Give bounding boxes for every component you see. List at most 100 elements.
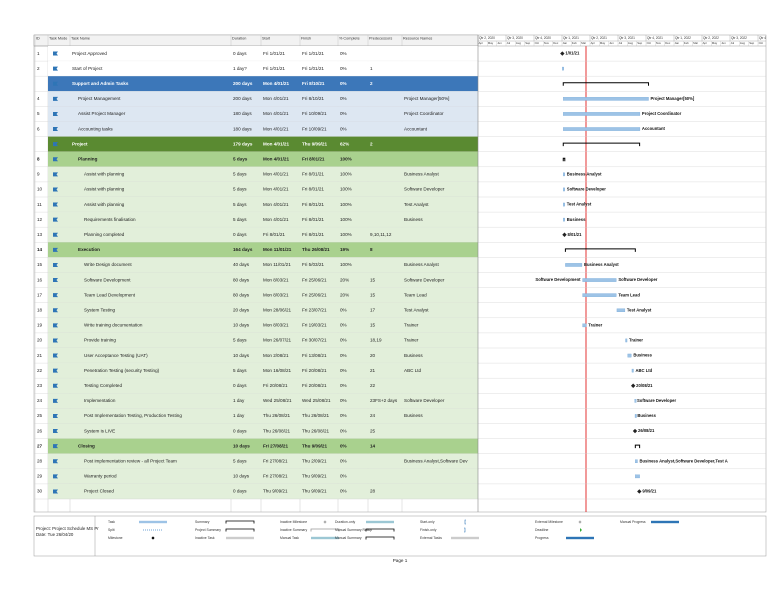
- cell-finish: Fri 23/07/21: [302, 307, 327, 312]
- cell-complete: 0%: [340, 489, 347, 494]
- cell-finish: Thu 2/09/21: [302, 458, 327, 463]
- cell-name: Team Lead Development: [84, 292, 136, 297]
- legend-label: Inactive Milestone: [280, 520, 307, 524]
- bar-label: 1/01/21: [565, 51, 580, 56]
- task-row: [48, 317, 478, 333]
- cell-predecessors: 17: [370, 307, 376, 312]
- cell-name: Assist Project Manager: [78, 111, 126, 116]
- bar-left-label: Software Development: [535, 277, 581, 282]
- cell-name: Project Closed: [84, 489, 114, 494]
- cell-id: 12: [37, 217, 43, 222]
- task-mode-icon: [53, 489, 58, 494]
- task-row: [48, 166, 478, 182]
- cell-duration: 5 days: [233, 187, 247, 192]
- cell-finish: Fri 19/03/21: [302, 323, 327, 328]
- legend-label: Inactive Summary: [280, 528, 307, 532]
- cell-id: 26: [37, 428, 43, 433]
- month-label: Jan: [675, 41, 680, 45]
- cell-complete: 0%: [340, 307, 347, 312]
- task-mode-icon: [53, 247, 58, 252]
- task-row: [48, 287, 478, 303]
- cell-name: Support and Admin Tasks: [72, 81, 129, 86]
- legend-label: Milestone: [108, 536, 123, 540]
- cell-id: 1: [37, 51, 40, 56]
- cell-duration: 0 days: [233, 489, 247, 494]
- cell-resources: Software Developer: [404, 277, 445, 282]
- cell-complete: 0%: [340, 81, 347, 86]
- cell-complete: 62%: [340, 141, 349, 146]
- month-label: Nov: [544, 41, 550, 45]
- column-header: Task Name: [71, 37, 90, 41]
- task-mode-icon: [53, 111, 58, 116]
- summary-bar: [564, 248, 636, 252]
- task-bar: [563, 97, 649, 101]
- cell-duration: 40 days: [233, 262, 250, 267]
- legend-symbol: [139, 520, 167, 524]
- task-row: [48, 423, 478, 439]
- cell-duration: 10 days: [233, 443, 250, 448]
- task-row: [48, 453, 478, 469]
- quarter-label: Qtr 2, 2021: [591, 36, 607, 40]
- cell-complete: 20%: [340, 292, 349, 297]
- cell-duration: 5 days: [233, 458, 247, 463]
- cell-resources: Business: [404, 413, 423, 418]
- task-mode-icon: [53, 157, 58, 162]
- task-row: [48, 181, 478, 197]
- cell-resources: Trainer: [404, 338, 419, 343]
- cell-predecessors: 15: [370, 277, 376, 282]
- task-row: [48, 468, 478, 484]
- cell-duration: 1 day?: [233, 66, 247, 71]
- task-mode-icon: [53, 96, 58, 101]
- task-bar: [562, 66, 564, 71]
- task-mode-icon: [53, 293, 58, 298]
- cell-duration: 5 days: [233, 172, 247, 177]
- task-row: [48, 61, 478, 77]
- legend-label: External Tasks: [420, 536, 442, 540]
- cell-finish: Fri 13/08/21: [302, 353, 327, 358]
- cell-start: Fri 8/01/21: [263, 232, 285, 237]
- cell-name: Execution: [78, 247, 100, 252]
- task-mode-icon: [53, 398, 58, 403]
- cell-start: Mon 11/01/21: [263, 247, 292, 252]
- cell-duration: 10 days: [233, 474, 250, 479]
- cell-start: Wed 25/08/21: [263, 398, 292, 403]
- cell-complete: 0%: [340, 398, 347, 403]
- quarter-label: Qtr 3, 2022: [731, 36, 747, 40]
- cell-resources: Team Lead: [404, 292, 427, 297]
- task-row: [48, 302, 478, 318]
- legend-label: Split: [108, 528, 115, 532]
- month-label: Oct: [535, 41, 540, 45]
- bar-label: Business Analyst: [584, 262, 619, 267]
- cell-name: Planning: [78, 156, 98, 161]
- legend-label: Start-only: [420, 520, 435, 524]
- column-header: Finish: [301, 37, 311, 41]
- task-row: [48, 272, 478, 288]
- month-label: Apr: [703, 41, 707, 45]
- cell-start: Mon 4/01/21: [263, 96, 289, 101]
- month-label: May: [600, 41, 606, 45]
- task-mode-icon: [53, 368, 58, 373]
- task-row: [48, 438, 478, 454]
- cell-name: Warranty period: [84, 474, 117, 479]
- month-label: Aug: [516, 41, 521, 45]
- cell-id: 29: [37, 474, 43, 479]
- task-row: [48, 483, 478, 499]
- footer-date: Date: Tue 26/04/20: [36, 532, 74, 537]
- cell-start: Mon 4/01/21: [263, 156, 289, 161]
- month-label: Dec: [553, 41, 559, 45]
- cell-finish: Fri 1/01/21: [302, 66, 324, 71]
- task-mode-icon: [53, 353, 58, 358]
- task-mode-icon: [53, 187, 58, 192]
- column-header: Resource Names: [403, 37, 432, 41]
- quarter-label: Qtr 3, 2020: [507, 36, 523, 40]
- cell-predecessors: 28: [370, 489, 376, 494]
- cell-id: 9: [37, 172, 40, 177]
- bar-label: Accountant: [642, 126, 666, 131]
- cell-name: Post implementation review - all Project…: [84, 458, 177, 463]
- cell-id: 13: [37, 232, 43, 237]
- bar-label: Software Developer: [637, 398, 676, 403]
- cell-finish: Fri 8/10/21: [302, 81, 325, 86]
- cell-start: Mon 4/01/21: [263, 217, 289, 222]
- task-mode-icon: [53, 127, 58, 132]
